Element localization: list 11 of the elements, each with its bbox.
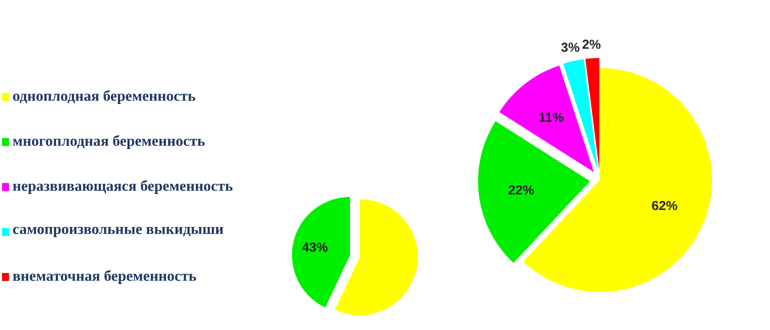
data-label: 11% (539, 112, 564, 122)
legend-label: одноплодная беременность (13, 90, 196, 104)
legend-label: многоплодная беременность (12, 135, 205, 149)
data-label: 43% (302, 242, 328, 252)
legend-label: неразвивающаяся беременность (12, 180, 233, 194)
data-label: 2% (582, 40, 601, 49)
data-label: 22% (508, 185, 534, 195)
data-label: 3% (561, 42, 580, 52)
data-label: 62% (652, 200, 678, 210)
legend-label: внематочная беременность (12, 270, 196, 284)
legend-label: самопроизвольные выкидыши (13, 226, 224, 238)
